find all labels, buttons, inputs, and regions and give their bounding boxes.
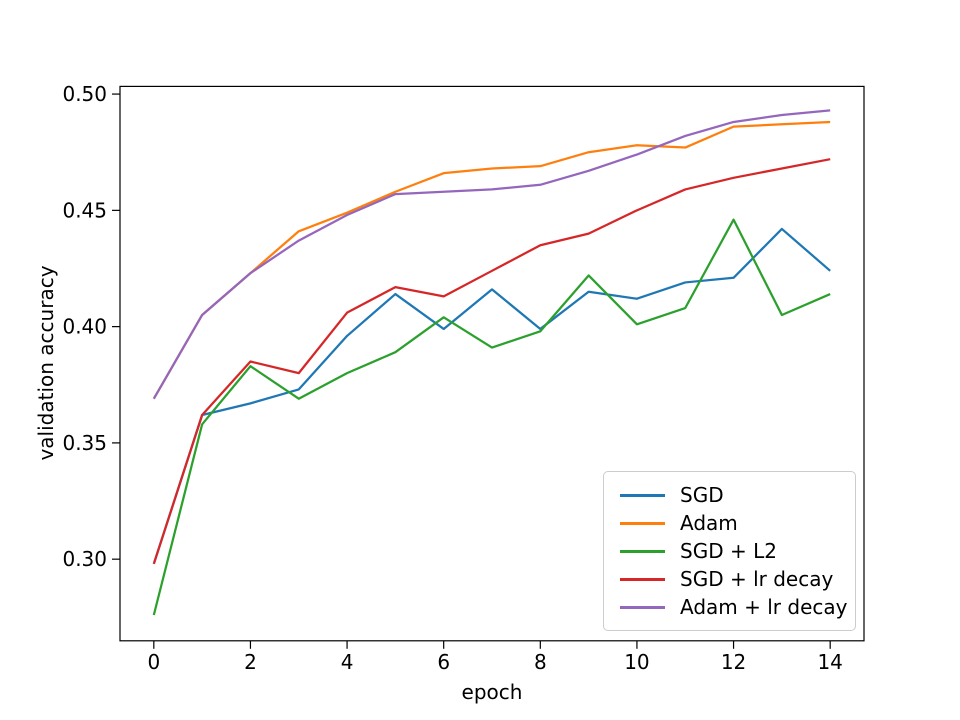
- x-tick-label: 14: [817, 650, 842, 674]
- x-tick-label: 4: [341, 650, 354, 674]
- legend-line-sample: [620, 577, 665, 581]
- legend-line-sample: [620, 493, 665, 497]
- legend-line-sample: [620, 549, 665, 553]
- y-tick-label: 0.45: [62, 198, 107, 222]
- x-tick-label: 8: [534, 650, 547, 674]
- x-tick-label: 10: [624, 650, 649, 674]
- x-tick-label: 0: [147, 650, 160, 674]
- y-tick-label: 0.35: [62, 431, 107, 455]
- axes-spines: [119, 85, 865, 642]
- legend-label: Adam + lr decay: [680, 595, 848, 619]
- y-axis-label: validation accuracy: [34, 265, 58, 461]
- legend-label: Adam: [680, 511, 738, 535]
- legend-item-adam-lr-decay: Adam + lr decay: [614, 593, 848, 621]
- y-tick-label: 0.30: [62, 547, 107, 571]
- legend-item-sgd-l2: SGD + L2: [614, 537, 845, 565]
- x-axis-label: epoch: [461, 680, 523, 704]
- series-line-adam: [152, 120, 831, 400]
- legend: SGD Adam SGD + L2 SGD + lr decay Adam + lr d…: [603, 471, 856, 631]
- y-tick-label: 0.50: [62, 82, 107, 106]
- series-line-adam-lr-decay: [152, 109, 831, 400]
- x-tick-label: 12: [721, 650, 746, 674]
- legend-line-sample: [620, 605, 665, 609]
- legend-item-adam: Adam: [614, 509, 845, 537]
- legend-label: SGD + L2: [680, 539, 777, 563]
- series-line-sgd-lr-decay: [152, 158, 831, 565]
- x-tick-label: 2: [244, 650, 257, 674]
- series-line-sgd-l2: [152, 218, 831, 616]
- series-line-sgd: [152, 227, 831, 565]
- y-tick-label: 0.40: [62, 315, 107, 339]
- x-tick-label: 6: [437, 650, 450, 674]
- legend-label: SGD + lr decay: [680, 567, 834, 591]
- legend-item-sgd-lr-decay: SGD + lr decay: [614, 565, 845, 593]
- legend-item-sgd: SGD: [614, 481, 845, 509]
- legend-line-sample: [620, 521, 665, 525]
- legend-label: SGD: [680, 483, 724, 507]
